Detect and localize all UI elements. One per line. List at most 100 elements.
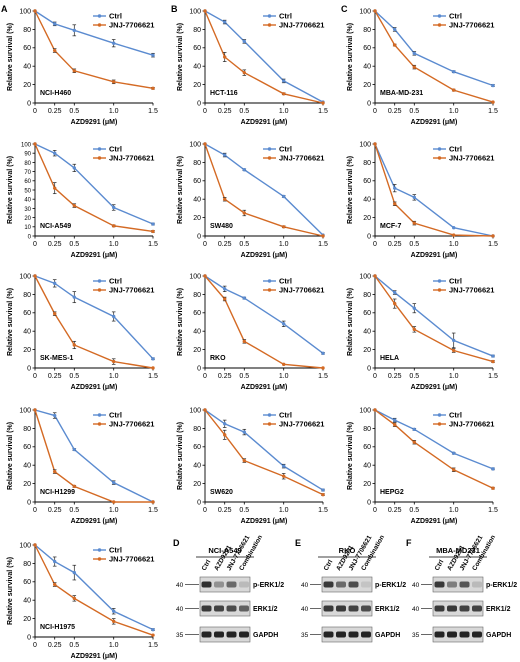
y-tick-label: 10 (24, 225, 31, 231)
x-tick-label: 0.5 (69, 642, 79, 649)
data-point (151, 53, 155, 57)
blot-strip (199, 576, 251, 593)
x-tick-label: 0.5 (69, 108, 79, 115)
legend-label: Ctrl (279, 277, 292, 286)
blot-band (361, 605, 371, 612)
legend-label: Ctrl (109, 546, 122, 555)
data-point (72, 484, 76, 489)
blot-band (239, 631, 249, 638)
chart-nci-a549: 0 10 20 30 40 50 60 70 80 90 100 0 0.25 0.5 1.0 1.5 AZD9… (7, 142, 158, 259)
data-point (112, 619, 116, 624)
y-tick-label: 100 (21, 142, 32, 148)
y-tick-label: 90 (24, 152, 31, 158)
series-jnj-7706621 (33, 274, 155, 370)
cell-line-label: HCT-116 (210, 90, 238, 97)
legend-marker (437, 279, 442, 283)
legend-label: Ctrl (279, 411, 292, 420)
y-tick-label: 20 (23, 347, 31, 354)
x-tick-label: 1.5 (148, 642, 158, 649)
data-point (393, 301, 397, 306)
y-tick-label: 60 (23, 579, 31, 586)
data-point (223, 287, 227, 291)
x-axis-label: AZD9291 (μM) (411, 518, 458, 525)
legend-marker (97, 279, 102, 283)
x-axis-label: AZD9291 (μM) (71, 252, 118, 259)
blot-band (361, 581, 371, 588)
blot-band (459, 605, 470, 612)
panel-letter: A (1, 4, 8, 14)
y-tick-label: 100 (19, 542, 31, 549)
x-tick-label: 0 (33, 642, 37, 649)
data-point (112, 500, 116, 504)
legend-label: JNJ-7706621 (279, 154, 324, 163)
legend-label: Ctrl (449, 277, 462, 286)
data-point (151, 627, 155, 632)
x-tick-label: 1.5 (148, 108, 158, 115)
x-tick-label: 1.5 (148, 507, 158, 514)
data-point (491, 354, 495, 358)
data-point (72, 295, 76, 299)
data-point (223, 153, 227, 157)
data-point (151, 222, 155, 226)
y-tick-label: 20 (363, 215, 371, 222)
legend-marker (437, 288, 442, 292)
y-tick-label: 60 (193, 45, 201, 52)
data-point (412, 195, 416, 200)
x-axis-label: AZD9291 (μM) (241, 518, 288, 525)
y-axis-label: Relative survival (%) (7, 422, 14, 490)
y-tick-label: 60 (23, 310, 31, 317)
x-tick-label: 0 (203, 241, 207, 248)
y-axis-label: Relative survival (%) (347, 288, 354, 356)
mw-marker: 40 (412, 606, 420, 613)
y-tick-label: 0 (27, 634, 31, 641)
data-point (282, 225, 286, 229)
blot-band (459, 581, 470, 588)
cell-line-label: NCI-H1975 (40, 624, 75, 631)
x-tick-label: 0.25 (48, 373, 62, 380)
series-ctrl (203, 408, 325, 492)
data-point (393, 186, 397, 190)
x-tick-label: 1.0 (449, 241, 459, 248)
x-tick-label: 0 (203, 507, 207, 514)
x-axis-label: AZD9291 (μM) (411, 119, 458, 126)
data-point (393, 202, 397, 206)
x-tick-label: 0.5 (409, 507, 419, 514)
y-tick-label: 40 (24, 198, 31, 204)
series-jnj-7706621 (33, 543, 155, 637)
y-axis-label: Relative survival (%) (177, 23, 184, 91)
x-tick-label: 0.25 (48, 642, 62, 649)
mw-marker: 40 (301, 606, 309, 613)
series-ctrl (373, 408, 495, 471)
blot-band (226, 581, 237, 588)
y-tick-label: 100 (19, 273, 31, 280)
legend-marker (97, 23, 102, 27)
data-point (282, 194, 286, 199)
data-point (282, 92, 286, 96)
y-tick-label: 100 (189, 407, 201, 414)
band-label: GAPDH (375, 632, 400, 639)
data-point (393, 423, 397, 427)
data-point (112, 41, 116, 45)
y-tick-label: 0 (27, 499, 31, 506)
band-label: ERK1/2 (375, 606, 400, 613)
panel-letter: B (171, 4, 178, 14)
data-point (72, 447, 76, 452)
blot-band (348, 631, 359, 638)
x-tick-label: 0.25 (388, 373, 402, 380)
data-point (242, 430, 246, 434)
cell-line-label: MBA-MD-231 (380, 90, 423, 97)
blot-band (214, 605, 224, 612)
data-point (72, 596, 76, 601)
blot-title: MBA-MD231 (436, 546, 480, 555)
data-point (53, 312, 57, 316)
data-point (452, 88, 456, 92)
x-tick-label: 0.25 (388, 507, 402, 514)
data-point (203, 408, 207, 412)
blot-band (226, 631, 237, 638)
blot-band (201, 581, 212, 588)
data-point (33, 9, 37, 13)
legend-marker (437, 23, 442, 27)
y-tick-label: 20 (363, 82, 371, 89)
legend-label: Ctrl (109, 411, 122, 420)
data-point (53, 413, 57, 418)
